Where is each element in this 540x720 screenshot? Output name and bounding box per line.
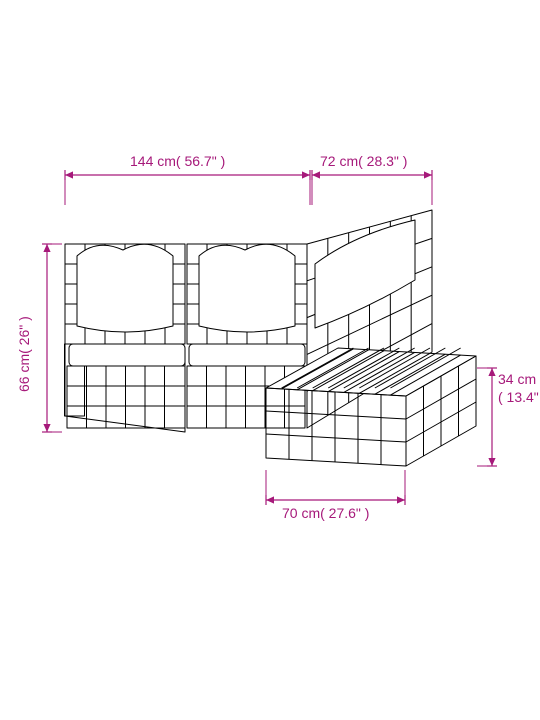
diagram-svg: 144 cm( 56.7" ) 72 cm( 28.3" ) 66 cm( 26" … xyxy=(0,0,540,720)
dim-label-table_width: 70 cm( 27.6" ) xyxy=(282,505,369,521)
dimension-diagram: 144 cm( 56.7" ) 72 cm( 28.3" ) 66 cm( 26" … xyxy=(0,0,540,720)
dim-label-table_height-cm: 34 cm xyxy=(498,371,536,387)
dim-label-width_total: 144 cm( 56.7" ) xyxy=(130,153,225,169)
dim-label-depth: 72 cm( 28.3" ) xyxy=(320,153,407,169)
dim-label-sofa_height: 66 cm( 26" ) xyxy=(16,316,32,392)
dim-label-table_height-in: ( 13.4" ) xyxy=(498,389,540,405)
